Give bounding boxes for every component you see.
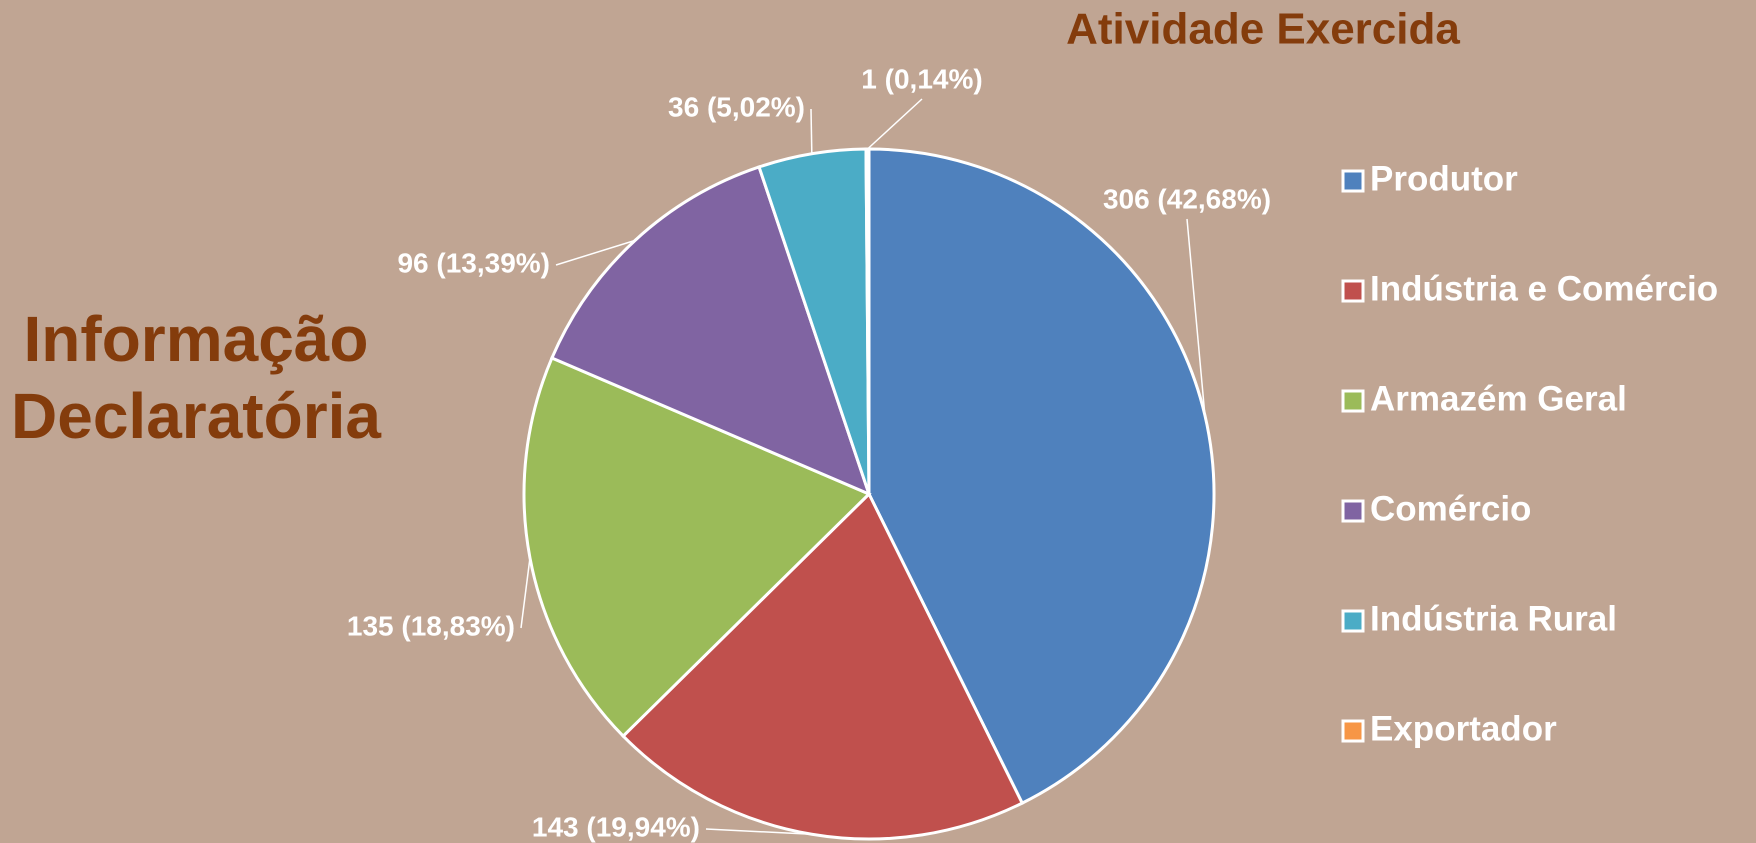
data-label: 306 (42,68%)	[1103, 183, 1271, 214]
legend-label: Comércio	[1370, 489, 1531, 528]
data-label: 135 (18,83%)	[347, 610, 515, 641]
legend-marker	[1341, 389, 1365, 413]
side-title: Informação	[24, 303, 369, 375]
leader-line	[555, 239, 636, 266]
side-title: Declaratória	[11, 380, 381, 452]
legend-label: Indústria e Comércio	[1370, 269, 1718, 308]
pie-slice	[522, 355, 872, 739]
leader-line	[810, 108, 813, 154]
leader-line	[866, 98, 923, 150]
data-label: 36 (5,02%)	[668, 91, 805, 122]
legend-marker	[1341, 499, 1365, 523]
leader-line	[1186, 218, 1206, 416]
legend-marker	[1341, 609, 1365, 633]
data-label: 96 (13,39%)	[397, 247, 550, 278]
legend-marker	[1341, 719, 1365, 743]
legend-marker	[1341, 169, 1365, 193]
legend-label: Exportador	[1370, 709, 1557, 748]
leader-line	[520, 557, 531, 629]
legend-label: Indústria Rural	[1370, 599, 1617, 638]
legend-label: Produtor	[1370, 159, 1518, 198]
data-label: 143 (19,94%)	[532, 811, 700, 842]
legend-marker	[1341, 279, 1365, 303]
pie-slice	[549, 165, 872, 497]
chart-title: Atividade Exercida	[1066, 5, 1460, 54]
legend-label: Armazém Geral	[1370, 379, 1627, 418]
pie-slice	[867, 147, 1216, 806]
data-label: 1 (0,14%)	[861, 63, 982, 94]
leader-line	[705, 828, 812, 835]
